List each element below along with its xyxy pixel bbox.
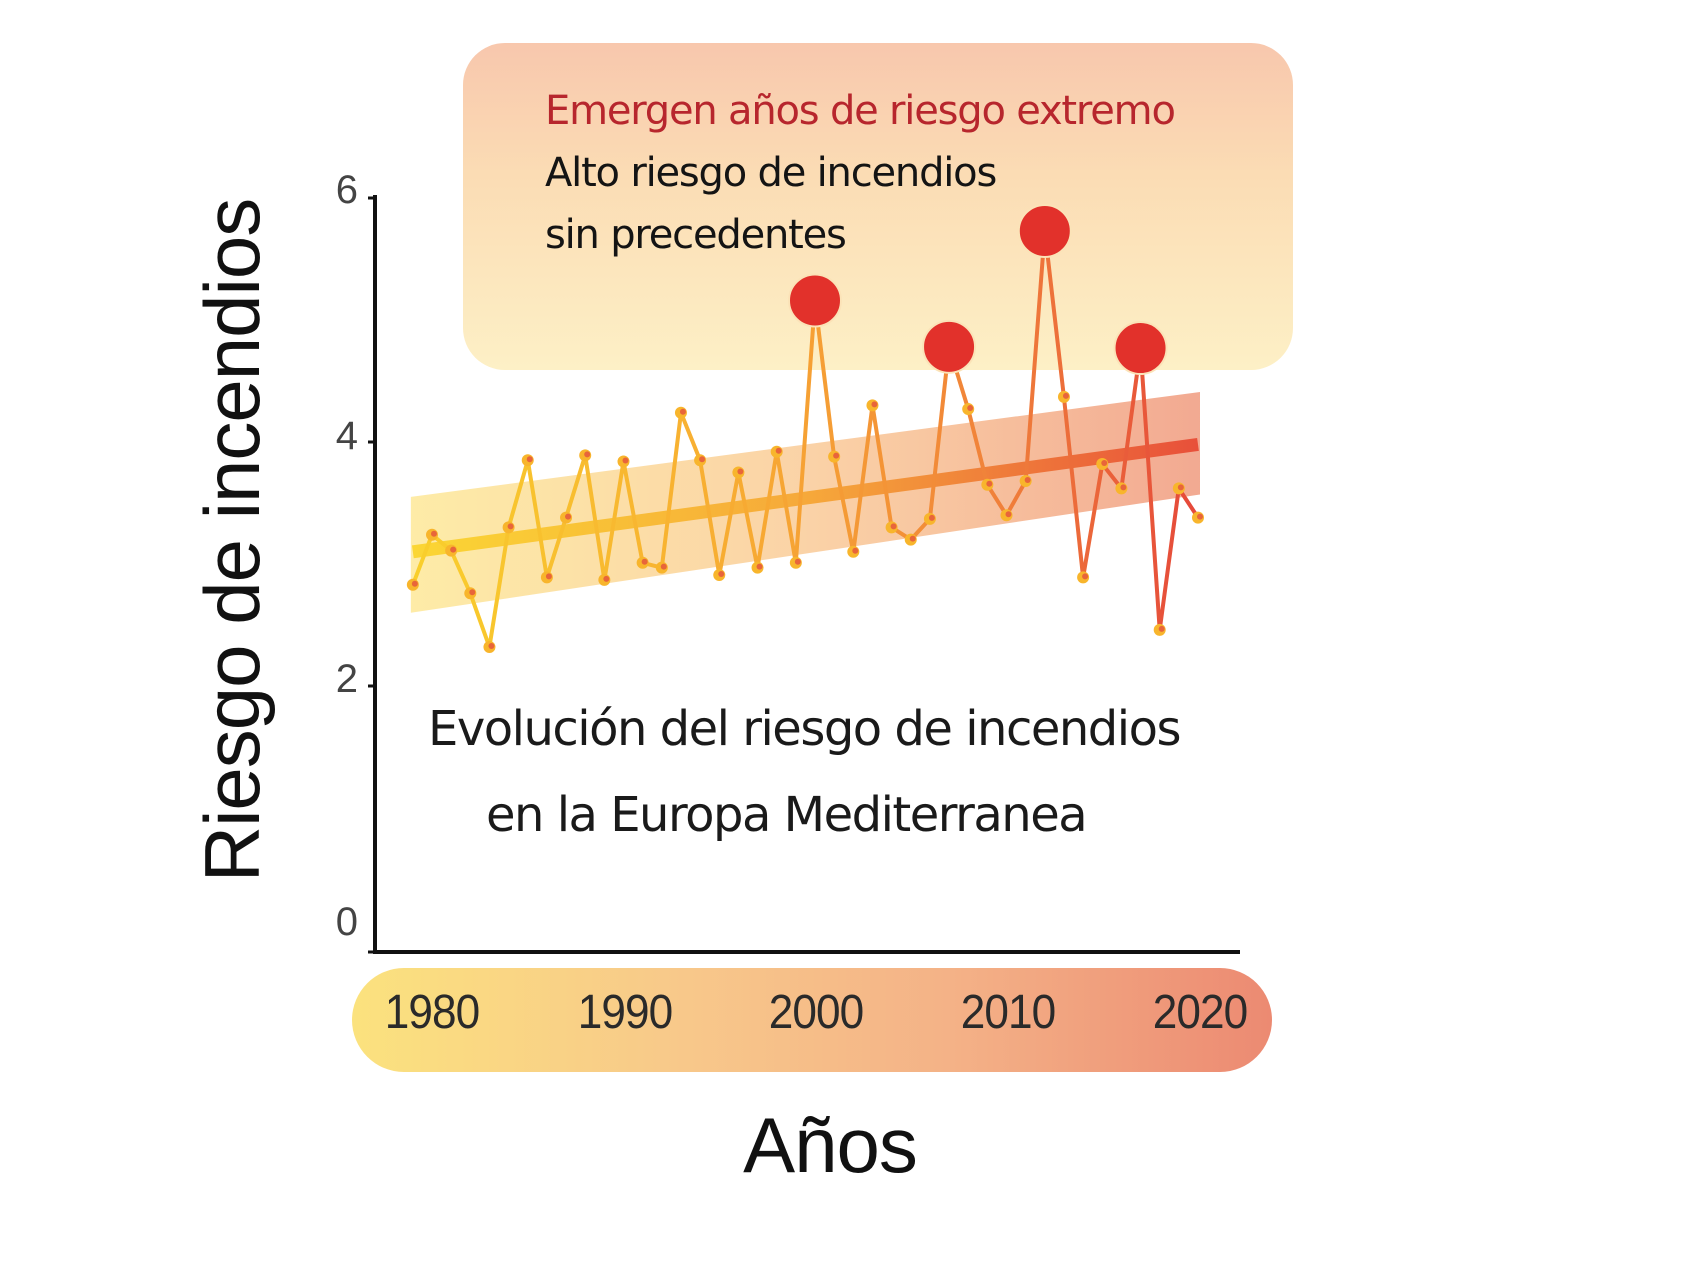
data-point-center bbox=[794, 558, 801, 565]
x-axis-year-band bbox=[352, 968, 1272, 1072]
extreme-year-marker bbox=[922, 319, 977, 374]
y-tick-label-4: 4 bbox=[335, 414, 358, 458]
extreme-year-marker bbox=[1017, 203, 1072, 258]
extreme-year-marker bbox=[1113, 321, 1168, 376]
annotation-line-1: Alto riesgo de incendios bbox=[545, 150, 997, 196]
data-point-center bbox=[679, 408, 686, 415]
y-tick-label-0: 0 bbox=[335, 900, 358, 944]
data-point-center bbox=[660, 563, 667, 570]
data-point-center bbox=[488, 642, 495, 649]
data-point-center bbox=[1158, 625, 1165, 632]
data-point-center bbox=[852, 547, 859, 554]
data-point-center bbox=[1120, 484, 1127, 491]
data-point-center bbox=[928, 514, 935, 521]
x-tick-label-2020: 2020 bbox=[1152, 986, 1248, 1039]
data-point-center bbox=[1082, 573, 1089, 580]
data-point-center bbox=[545, 573, 552, 580]
y-tick-label-2: 2 bbox=[335, 657, 358, 701]
annotation-line-2: sin precedentes bbox=[545, 212, 847, 258]
trend-line bbox=[411, 437, 1199, 559]
y-axis-label: Riesgo de incendios bbox=[188, 95, 276, 985]
data-point-center bbox=[1197, 513, 1203, 520]
chart-title: Evolución del riesgo de incendios en la … bbox=[420, 686, 1400, 858]
x-tick-label-1990: 1990 bbox=[577, 986, 673, 1039]
y-axis-label-text: Riesgo de incendios bbox=[188, 198, 276, 882]
data-point-center bbox=[718, 570, 725, 577]
data-point-center bbox=[1005, 511, 1012, 518]
data-point-center bbox=[450, 546, 457, 553]
y-tick-label-6: 6 bbox=[335, 168, 358, 212]
data-point-center bbox=[699, 456, 706, 463]
data-point-center bbox=[967, 405, 974, 412]
x-tick-label-2010: 2010 bbox=[960, 986, 1056, 1039]
data-point-center bbox=[890, 523, 897, 530]
annotation-highlight: Emergen años de riesgo extremo bbox=[545, 88, 1176, 134]
y-tick-marks bbox=[368, 196, 376, 954]
data-point-center bbox=[986, 480, 993, 487]
data-series-line bbox=[411, 228, 1200, 649]
data-point-center bbox=[411, 580, 418, 587]
data-point-center bbox=[526, 456, 533, 463]
data-point-center bbox=[1101, 459, 1108, 466]
data-point-center bbox=[871, 401, 878, 408]
chart-title-line-2: en la Europa Mediterranea bbox=[486, 787, 1088, 843]
series-polyline bbox=[411, 228, 1200, 649]
data-point-center bbox=[1177, 484, 1184, 491]
x-axis-label: Años bbox=[743, 1101, 918, 1189]
trend-line-path bbox=[411, 437, 1199, 559]
data-point-center bbox=[1024, 477, 1031, 484]
annotation-box bbox=[463, 43, 1293, 370]
data-point-center bbox=[565, 513, 572, 520]
data-point-center bbox=[909, 535, 916, 542]
data-point-center bbox=[469, 589, 476, 596]
data-point-center bbox=[622, 457, 629, 464]
data-points bbox=[406, 390, 1204, 653]
data-point-center bbox=[833, 452, 840, 459]
data-point-center bbox=[756, 563, 763, 570]
data-point-center bbox=[641, 558, 648, 565]
chart-title-line-1: Evolución del riesgo de incendios bbox=[428, 701, 1181, 757]
x-tick-label-2000: 2000 bbox=[768, 986, 864, 1039]
annotation-text: Emergen años de riesgo extremo Alto ries… bbox=[545, 80, 1176, 266]
extreme-year-markers bbox=[788, 203, 1168, 376]
extreme-year-marker bbox=[788, 273, 842, 328]
data-point-center bbox=[737, 468, 744, 475]
x-tick-label-1980: 1980 bbox=[384, 986, 480, 1039]
data-point-center bbox=[603, 575, 610, 582]
data-point-center bbox=[507, 523, 514, 530]
data-point-center bbox=[1062, 392, 1069, 399]
data-point-center bbox=[775, 447, 782, 454]
data-point-center bbox=[584, 451, 591, 458]
data-point-center bbox=[431, 530, 437, 537]
